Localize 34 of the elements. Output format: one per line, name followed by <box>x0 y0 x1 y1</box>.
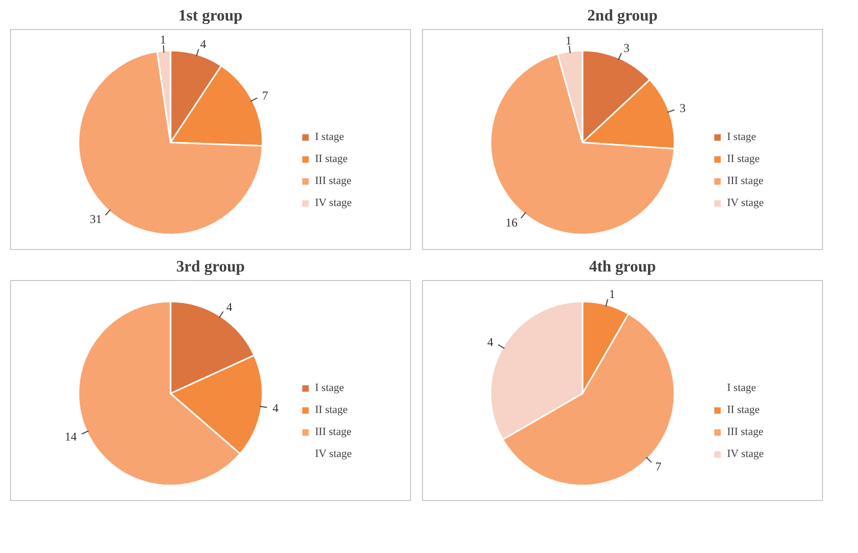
data-label: 3 <box>624 40 630 55</box>
legend-label: I stage <box>727 131 756 143</box>
category-label: I stage <box>727 382 756 394</box>
legend-label: III stage <box>727 175 764 187</box>
data-label: 1 <box>565 33 572 48</box>
legend-label: I stage <box>315 382 344 394</box>
data-label: 3 <box>680 100 686 115</box>
legend-label: II stage <box>315 404 348 416</box>
data-label: 16 <box>505 215 518 230</box>
data-label: 7 <box>655 459 662 474</box>
data-label: 14 <box>64 429 77 444</box>
data-label: 4 <box>272 401 278 416</box>
legend-label: II stage <box>727 404 760 416</box>
category-label: IV stage <box>315 448 352 460</box>
legend-label: IV stage <box>727 197 764 209</box>
chart-title: 2nd group <box>587 8 658 24</box>
chart-title: 3rd group <box>176 258 245 276</box>
data-label: 4 <box>226 300 232 314</box>
chart-title: 1st group <box>178 8 243 24</box>
legend-label: II stage <box>727 153 760 165</box>
legend-label: I stage <box>315 131 344 143</box>
legend-label: III stage <box>315 426 352 438</box>
legend-label: IV stage <box>727 448 764 460</box>
data-label: 4 <box>200 36 206 51</box>
data-label: 1 <box>160 32 166 47</box>
chart-title: 4th group <box>589 258 656 276</box>
legend-label: II stage <box>315 153 348 165</box>
legend-label: IV stage <box>315 197 352 209</box>
data-label: 1 <box>609 286 616 301</box>
legend-label: III stage <box>315 175 352 187</box>
legend-label: III stage <box>727 426 764 438</box>
data-label: 7 <box>262 88 268 102</box>
data-label: 4 <box>487 334 494 349</box>
data-label: 31 <box>90 212 102 226</box>
